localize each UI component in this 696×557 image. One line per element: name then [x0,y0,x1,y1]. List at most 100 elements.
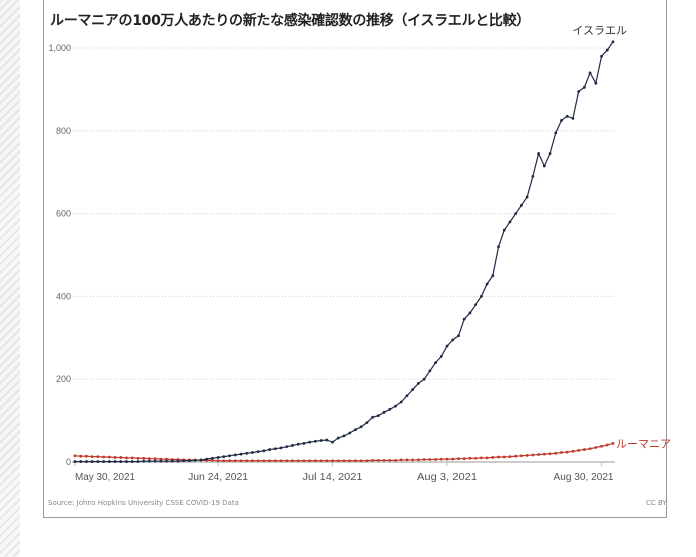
data-point [73,460,77,463]
data-point [485,456,489,460]
data-point [525,195,529,199]
y-tick-label: 1,000 [48,43,71,53]
data-point [479,456,483,460]
data-point [560,119,563,122]
y-tick-label: 0 [66,457,71,467]
data-point [445,457,449,461]
data-point [262,449,266,453]
data-point [268,459,271,463]
data-point [348,459,352,463]
data-point [90,455,94,459]
data-point [90,460,94,463]
data-point [79,460,83,463]
data-point [371,415,375,419]
data-point [542,452,546,456]
data-point [119,460,123,463]
data-point [85,454,88,458]
data-point [411,388,415,391]
data-point [514,212,518,216]
data-point [479,295,483,298]
data-point [508,455,512,459]
data-point [537,152,540,155]
data-point [514,454,518,458]
data-point [273,447,277,451]
data-point [222,459,226,463]
data-point [245,451,249,455]
data-point [302,459,306,463]
data-point [382,410,386,414]
data-point [142,456,146,460]
data-point [588,447,592,451]
data-point [411,458,415,462]
data-point [554,451,558,455]
data-point [600,444,603,448]
data-point [508,220,512,224]
data-point [159,457,163,461]
data-point [571,116,575,120]
data-point [176,459,180,463]
data-point [439,457,443,461]
data-point [417,381,420,385]
data-point [308,440,312,444]
data-point [565,450,569,454]
data-point [520,203,523,207]
data-point [216,459,220,463]
data-point [279,446,283,450]
data-point [342,434,346,438]
data-point [359,459,363,463]
data-point [148,459,151,463]
data-point [228,454,231,458]
data-point [382,458,386,462]
license-note: CC BY [646,499,667,507]
data-point [85,460,88,463]
data-point [313,459,317,463]
data-point [394,458,397,462]
data-point [605,443,609,447]
background-hatch [0,0,20,557]
data-point [273,459,277,463]
data-point [302,441,306,445]
data-point [296,442,300,446]
data-point [588,71,592,75]
data-point [102,460,106,463]
data-point [222,455,226,459]
data-point [336,459,340,463]
data-point [428,458,432,461]
data-point [376,414,380,418]
data-point [582,448,586,451]
data-point [428,369,432,373]
x-tick-label: Jul 14, 2021 [303,472,363,483]
chart-card [43,0,667,518]
data-point [548,452,552,456]
data-point [451,457,455,461]
data-point [365,459,369,463]
data-point [102,455,106,459]
data-point [136,460,140,463]
data-point [291,459,294,463]
data-point [153,457,157,461]
data-point [308,459,312,463]
data-point [165,459,168,463]
data-point [388,408,392,411]
data-point [188,459,191,463]
data-point [256,459,260,463]
data-point [331,440,334,444]
data-point [291,444,294,447]
data-point [148,457,151,461]
data-point [491,274,495,278]
data-point [491,456,495,459]
data-point [113,460,117,463]
x-tick-label: Aug 30, 2021 [554,472,614,483]
data-point [336,436,340,440]
data-point [502,228,506,232]
data-point [502,455,506,459]
data-point [313,439,317,443]
data-point [325,459,329,463]
data-point [130,460,134,463]
data-point [399,400,403,404]
data-point [600,54,603,58]
y-tick-label: 800 [56,126,71,136]
data-point [422,458,426,461]
data-point [605,48,609,52]
data-point [354,459,357,463]
